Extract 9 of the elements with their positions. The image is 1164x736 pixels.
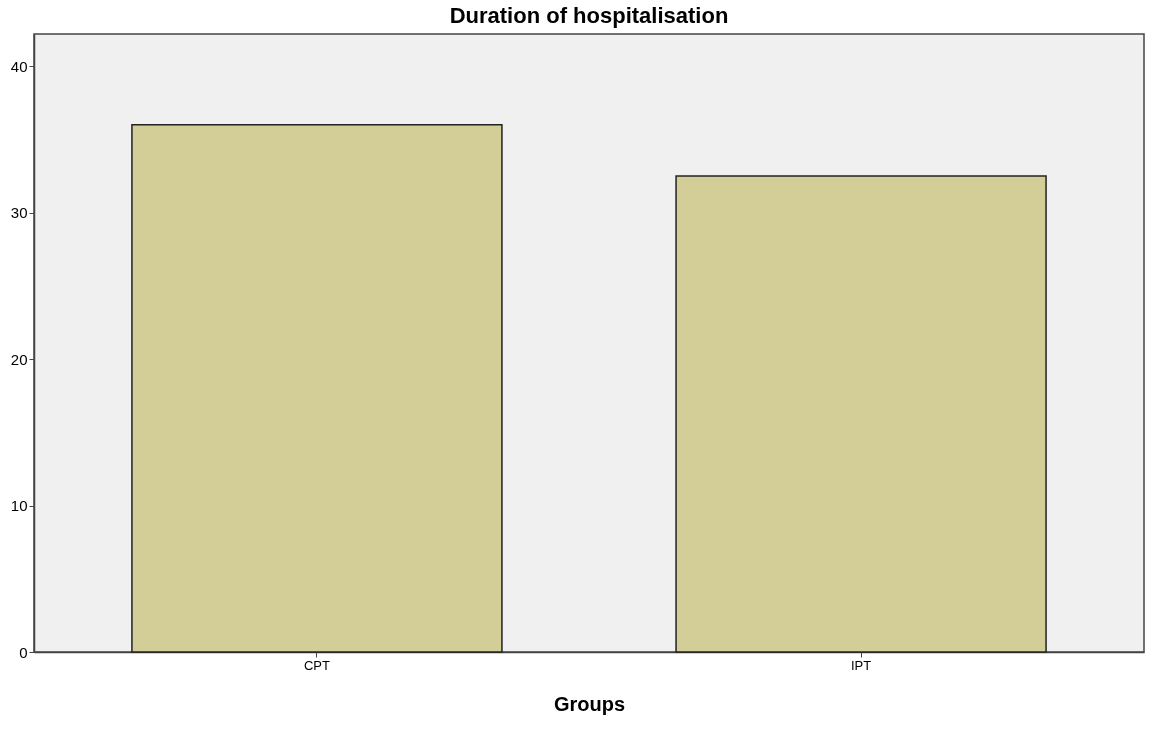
x-tick-label: IPT [850,657,872,673]
chart-title: Duration of hospitalisation [449,3,729,28]
y-tick-label: 30 [10,204,28,222]
y-tick-label: 0 [19,643,28,661]
y-tick-label: 20 [10,350,28,368]
x-axis-title: Groups [553,692,626,715]
x-tick-label: CPT [303,657,330,673]
y-tick-label: 10 [10,497,28,515]
y-tick-label: 40 [10,57,28,75]
